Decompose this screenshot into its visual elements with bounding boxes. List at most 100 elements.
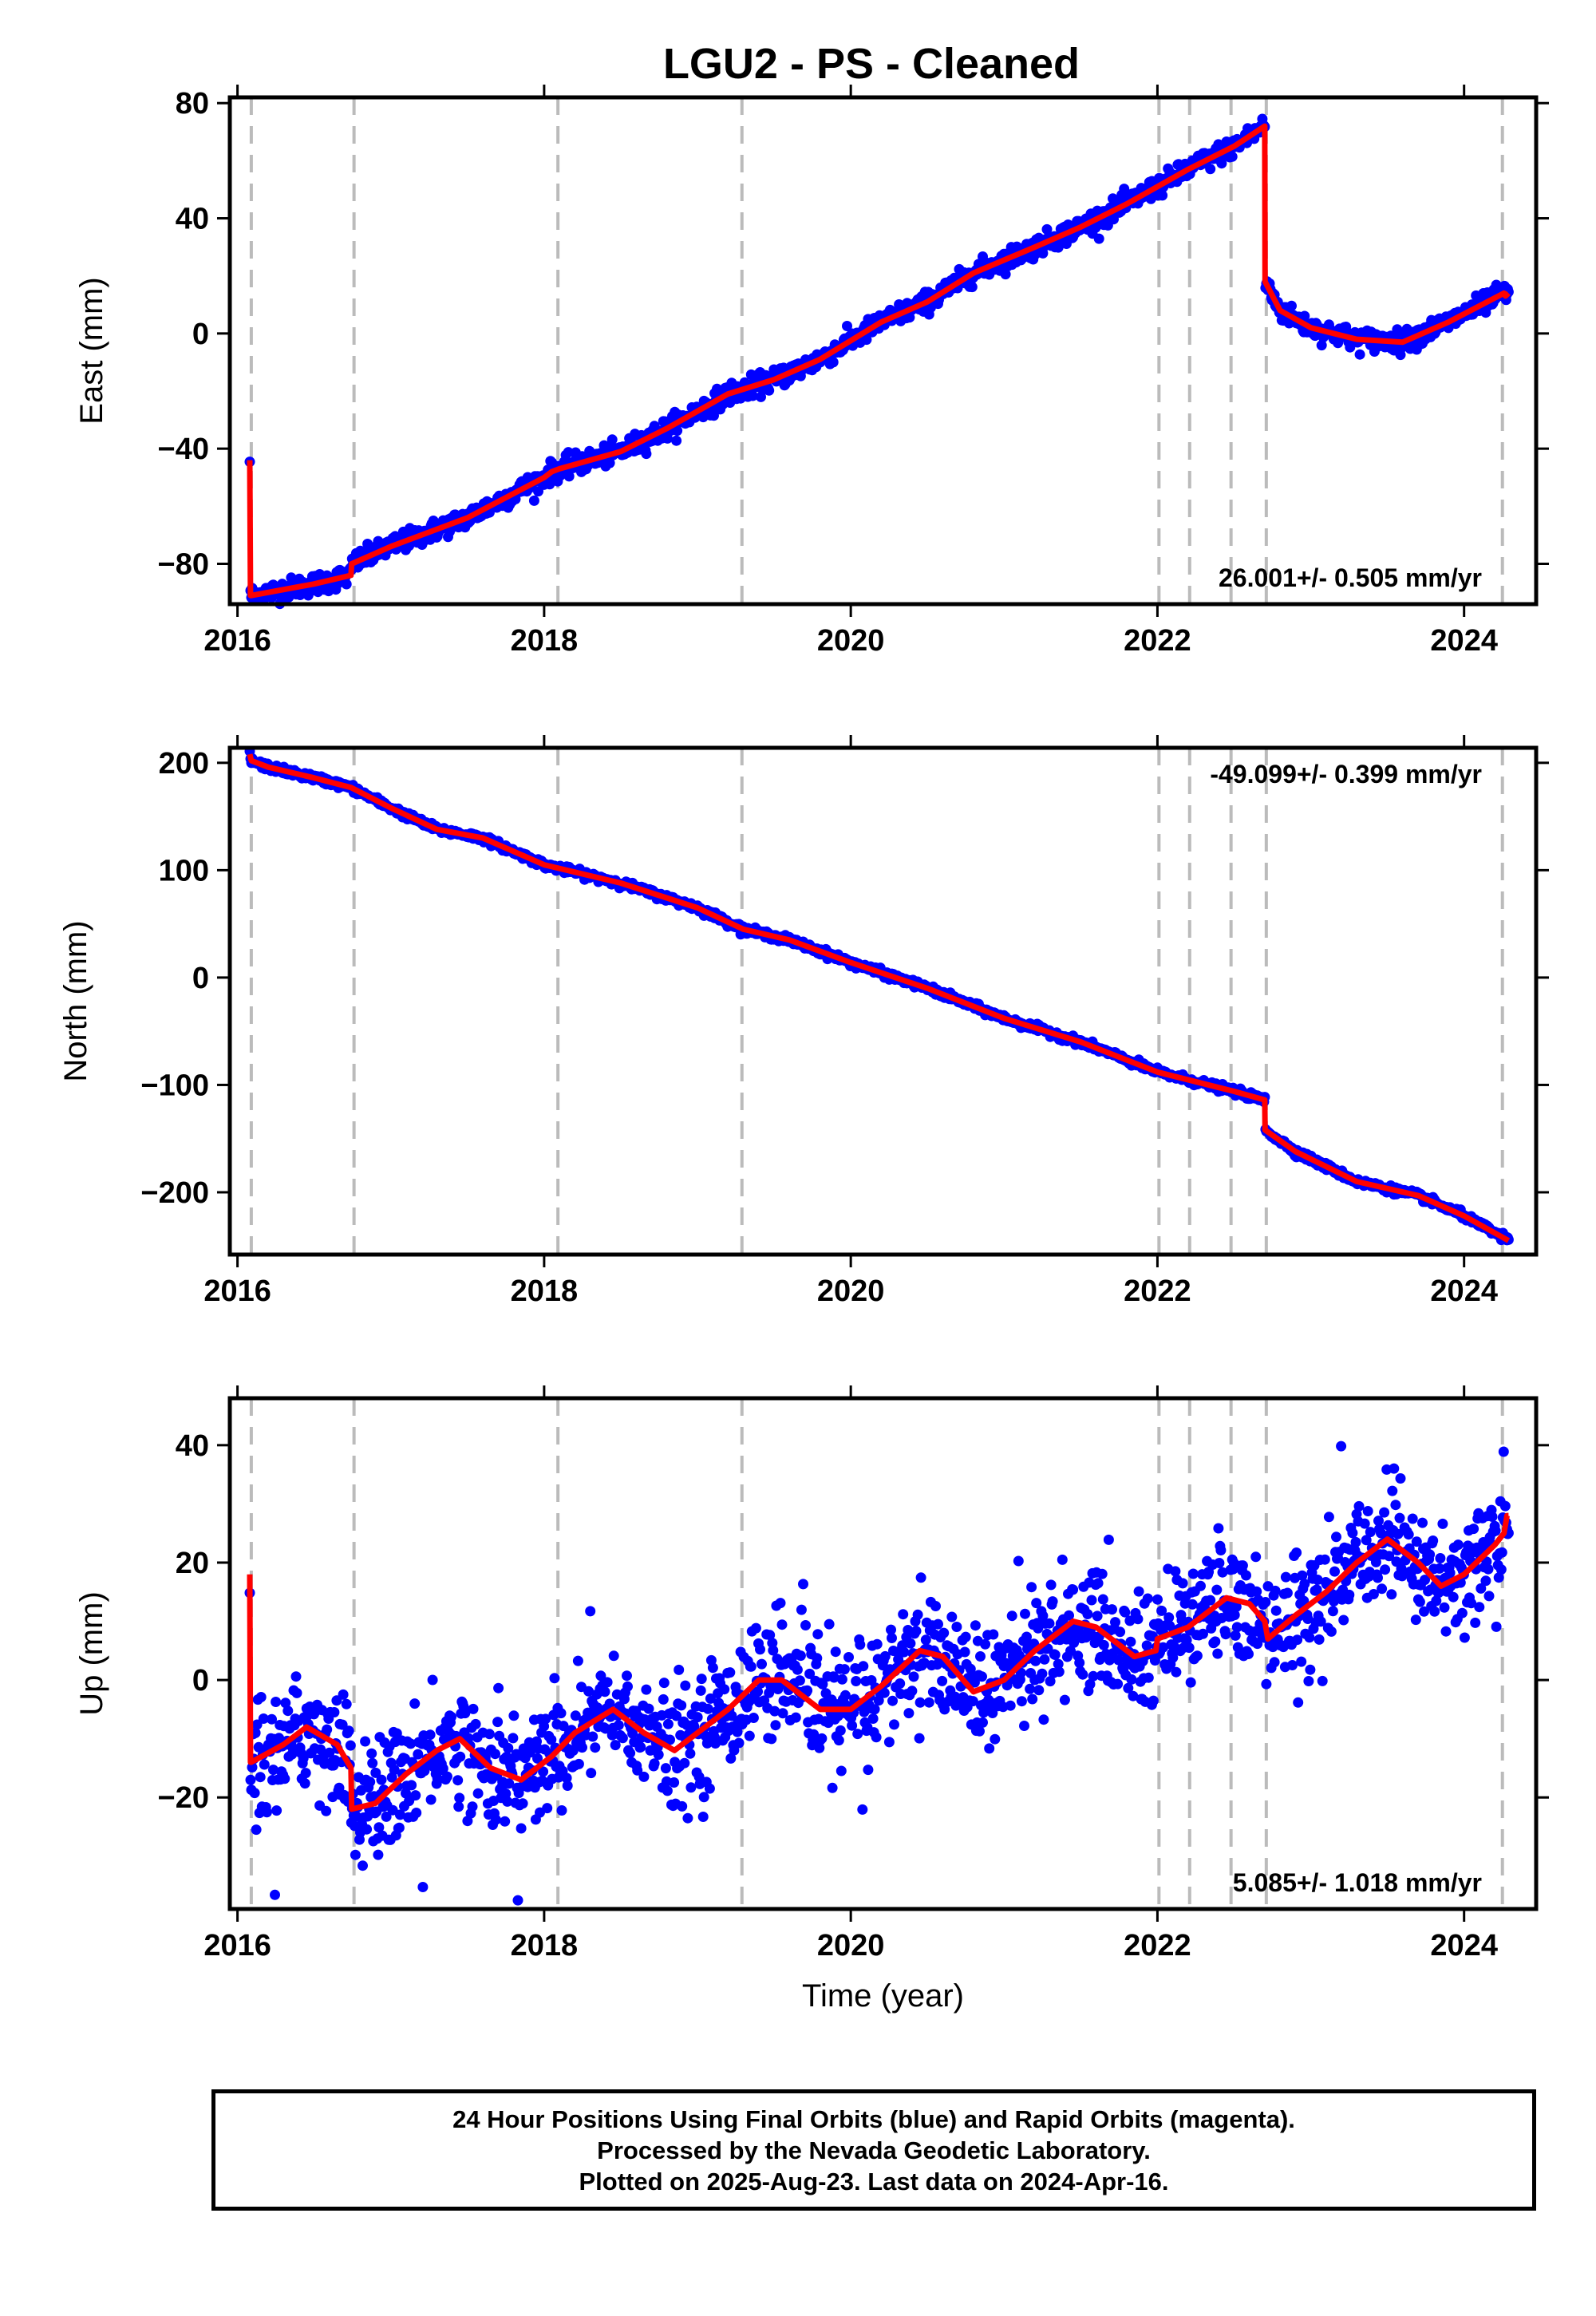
up-data-points bbox=[244, 1441, 1514, 1906]
up-data-point bbox=[1187, 1599, 1198, 1610]
up-y-tick-label: 40 bbox=[176, 1429, 209, 1463]
east-y-tick-label: 80 bbox=[176, 87, 209, 121]
up-data-point bbox=[1210, 1636, 1221, 1647]
up-data-point bbox=[245, 1774, 256, 1785]
up-data-point bbox=[638, 1771, 650, 1782]
up-data-point bbox=[493, 1682, 504, 1694]
up-data-point bbox=[538, 1766, 549, 1777]
up-data-point bbox=[343, 1725, 354, 1737]
up-data-point bbox=[381, 1811, 392, 1822]
up-data-point bbox=[978, 1707, 990, 1718]
up-x-tick-label: 2024 bbox=[1430, 1929, 1498, 1962]
up-data-point bbox=[1126, 1674, 1137, 1685]
up-data-point bbox=[1220, 1629, 1231, 1640]
up-data-point bbox=[1092, 1578, 1104, 1589]
up-data-point bbox=[532, 1753, 543, 1764]
east-data-point bbox=[828, 357, 839, 368]
up-data-point bbox=[587, 1731, 598, 1742]
up-data-point bbox=[1229, 1610, 1240, 1621]
up-data-point bbox=[893, 1654, 904, 1665]
up-data-point bbox=[812, 1653, 823, 1664]
up-data-point bbox=[540, 1713, 551, 1725]
east-data-point bbox=[842, 321, 852, 331]
up-data-point bbox=[503, 1742, 514, 1753]
up-data-point bbox=[1077, 1669, 1088, 1680]
up-data-point bbox=[1241, 1570, 1251, 1581]
up-data-point bbox=[951, 1622, 962, 1632]
up-data-point bbox=[1088, 1670, 1099, 1682]
up-data-point bbox=[1261, 1678, 1272, 1690]
east-data-point bbox=[1093, 233, 1104, 244]
up-data-point bbox=[1394, 1512, 1405, 1524]
up-data-point bbox=[453, 1801, 464, 1812]
up-data-point bbox=[517, 1798, 528, 1809]
up-data-point bbox=[755, 1644, 765, 1655]
up-data-point bbox=[1142, 1593, 1153, 1604]
up-data-point bbox=[794, 1675, 805, 1686]
up-data-point bbox=[1026, 1582, 1037, 1593]
up-model-line bbox=[247, 1512, 1510, 1812]
up-data-point bbox=[1350, 1536, 1361, 1547]
up-data-point bbox=[920, 1634, 931, 1646]
up-data-point bbox=[567, 1745, 579, 1756]
up-data-point bbox=[1006, 1611, 1017, 1622]
up-data-point bbox=[425, 1729, 436, 1741]
up-data-point bbox=[1420, 1575, 1430, 1586]
up-data-point bbox=[556, 1805, 567, 1816]
east-y-tick-label: −40 bbox=[158, 433, 209, 466]
up-data-point bbox=[851, 1676, 862, 1686]
up-data-point bbox=[622, 1670, 632, 1682]
up-data-point bbox=[300, 1768, 311, 1779]
up-data-point bbox=[835, 1725, 846, 1736]
up-data-point bbox=[1005, 1700, 1016, 1711]
up-data-point bbox=[847, 1720, 858, 1731]
up-data-point bbox=[491, 1814, 501, 1825]
up-data-point bbox=[1033, 1685, 1045, 1696]
up-data-point bbox=[1069, 1637, 1080, 1648]
footer-line-3: Plotted on 2025-Aug-23. Last data on 202… bbox=[579, 2167, 1169, 2195]
up-data-point bbox=[1317, 1675, 1328, 1686]
up-data-point bbox=[905, 1638, 916, 1649]
up-data-point bbox=[827, 1782, 838, 1793]
up-data-point bbox=[1038, 1714, 1049, 1725]
up-data-point bbox=[1125, 1636, 1136, 1647]
up-data-point bbox=[608, 1650, 619, 1662]
up-data-point bbox=[345, 1740, 356, 1751]
up-data-point bbox=[502, 1796, 513, 1807]
east-y-tick-label: −80 bbox=[158, 547, 209, 581]
x-axis-label: Time (year) bbox=[802, 1978, 964, 2014]
up-data-point bbox=[1319, 1554, 1330, 1565]
up-data-point bbox=[697, 1812, 709, 1822]
up-data-point bbox=[975, 1651, 986, 1662]
up-data-point bbox=[467, 1801, 478, 1812]
up-data-point bbox=[1053, 1658, 1064, 1670]
up-data-point bbox=[484, 1729, 495, 1740]
east-data-point bbox=[341, 579, 352, 590]
up-data-point bbox=[662, 1718, 674, 1729]
up-data-point bbox=[1470, 1617, 1481, 1628]
up-data-point bbox=[662, 1785, 673, 1796]
up-data-point bbox=[725, 1667, 736, 1678]
up-x-tick-label: 2018 bbox=[511, 1929, 579, 1962]
up-x-tick-label: 2022 bbox=[1124, 1929, 1191, 1962]
east-data-point bbox=[671, 435, 682, 446]
up-data-point bbox=[1039, 1654, 1050, 1665]
east-data-point bbox=[1354, 349, 1365, 360]
up-data-point bbox=[508, 1733, 519, 1744]
footer-line-2: Processed by the Nevada Geodetic Laborat… bbox=[597, 2136, 1151, 2164]
up-data-point bbox=[1124, 1615, 1136, 1626]
up-data-point bbox=[490, 1749, 500, 1760]
up-data-point bbox=[1487, 1512, 1498, 1522]
east-y-tick-label: 0 bbox=[192, 318, 209, 351]
up-data-point bbox=[438, 1734, 449, 1745]
up-data-point bbox=[899, 1646, 910, 1658]
up-data-point bbox=[1389, 1463, 1400, 1474]
up-data-point bbox=[1280, 1571, 1291, 1583]
up-data-point bbox=[1490, 1525, 1501, 1536]
up-data-point bbox=[274, 1733, 285, 1744]
up-data-point bbox=[1499, 1500, 1511, 1512]
up-data-point bbox=[871, 1638, 883, 1650]
up-data-point bbox=[649, 1758, 660, 1769]
